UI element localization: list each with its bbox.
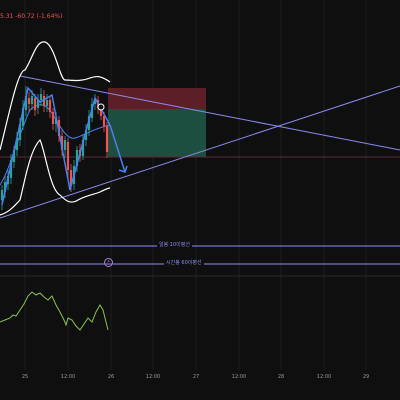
candle-body [84, 130, 88, 140]
pattern-zigzag[interactable] [1, 86, 126, 206]
take-profit-zone[interactable] [108, 109, 206, 157]
time-tick: 26 [107, 374, 115, 380]
time-tick: 29 [362, 374, 370, 380]
candle-body [15, 138, 19, 150]
candle-body [21, 108, 25, 126]
candle-body [75, 150, 79, 166]
upper-envelope [0, 41, 111, 151]
candle-body [24, 96, 28, 110]
candle-body [27, 98, 31, 104]
time-tick: 12:00 [316, 374, 332, 380]
candle-body [0, 190, 4, 200]
oscillator-line [0, 291, 109, 331]
candle-body [54, 118, 58, 124]
projection-arrowhead [118, 165, 128, 173]
candle-body [102, 116, 106, 126]
candle-body [18, 124, 22, 140]
candle-body [81, 140, 85, 156]
candle-body [63, 140, 67, 150]
candle-body [9, 160, 13, 178]
candle-body [66, 142, 70, 170]
daily-ma10-label: 일봉 10이평선 [157, 242, 192, 249]
candle-body [42, 96, 46, 106]
hourly-ma60-label: 시간봉 60이평선 [164, 260, 204, 267]
time-tick: 12:00 [60, 374, 76, 380]
grid-lines [24, 0, 367, 370]
price-change-readout: 5.31 -60.72 (-1.64%) [0, 13, 63, 20]
descending-trendline[interactable] [19, 75, 400, 151]
entry-marker[interactable] [97, 103, 105, 111]
candle-body [36, 100, 40, 108]
time-tick: 12:00 [231, 374, 247, 380]
ascending-trendline[interactable] [0, 85, 400, 219]
candle-body [30, 96, 34, 104]
time-tick: 12:00 [145, 374, 161, 380]
candle-body [69, 170, 73, 186]
candle-body [51, 112, 55, 124]
candle-body [99, 108, 103, 116]
time-tick: 27 [192, 374, 200, 380]
time-tick: 25 [21, 374, 29, 380]
lower-envelope [0, 138, 111, 216]
candle-body [93, 100, 97, 104]
candle-body [33, 98, 37, 110]
candle-body [48, 100, 52, 112]
stop-loss-zone[interactable] [108, 88, 206, 109]
candle-body [39, 94, 43, 100]
candle-body [12, 150, 16, 162]
candle-body [45, 100, 49, 106]
candle-body [3, 182, 7, 192]
candle-body [60, 136, 64, 150]
candle-body [105, 126, 109, 152]
candle-body [87, 116, 91, 130]
bell-icon[interactable]: ⚡ [104, 258, 113, 267]
time-tick: 28 [277, 374, 285, 380]
